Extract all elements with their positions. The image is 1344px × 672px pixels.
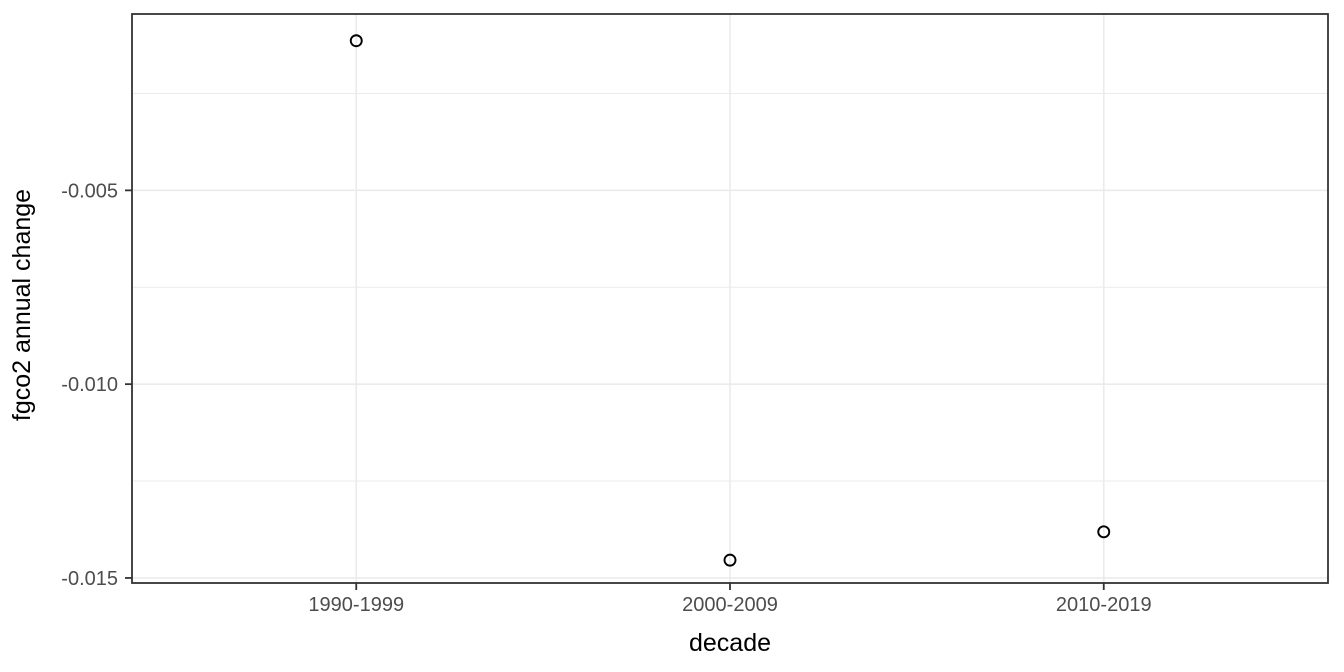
y-tick-label: -0.010 bbox=[61, 374, 118, 396]
data-point bbox=[349, 34, 363, 48]
x-tick-label: 1990-1999 bbox=[308, 594, 404, 616]
points-layer bbox=[349, 34, 1111, 567]
x-tick-label: 2000-2009 bbox=[682, 594, 778, 616]
data-point bbox=[1097, 525, 1111, 539]
x-axis-title: decade bbox=[689, 629, 771, 657]
y-tick-label: -0.015 bbox=[61, 568, 118, 590]
axis-ticks-layer bbox=[125, 189, 1105, 590]
grid-major-layer bbox=[132, 14, 1328, 583]
y-tick-label: -0.005 bbox=[61, 180, 118, 202]
x-tick-label: 2010-2019 bbox=[1056, 594, 1152, 616]
data-point bbox=[723, 553, 737, 567]
y-axis-title: fgco2 annual change bbox=[8, 189, 36, 421]
tick-labels-layer: -0.005 -0.010 -0.015 1990-1999 2000-2009 2010… bbox=[61, 180, 1151, 616]
